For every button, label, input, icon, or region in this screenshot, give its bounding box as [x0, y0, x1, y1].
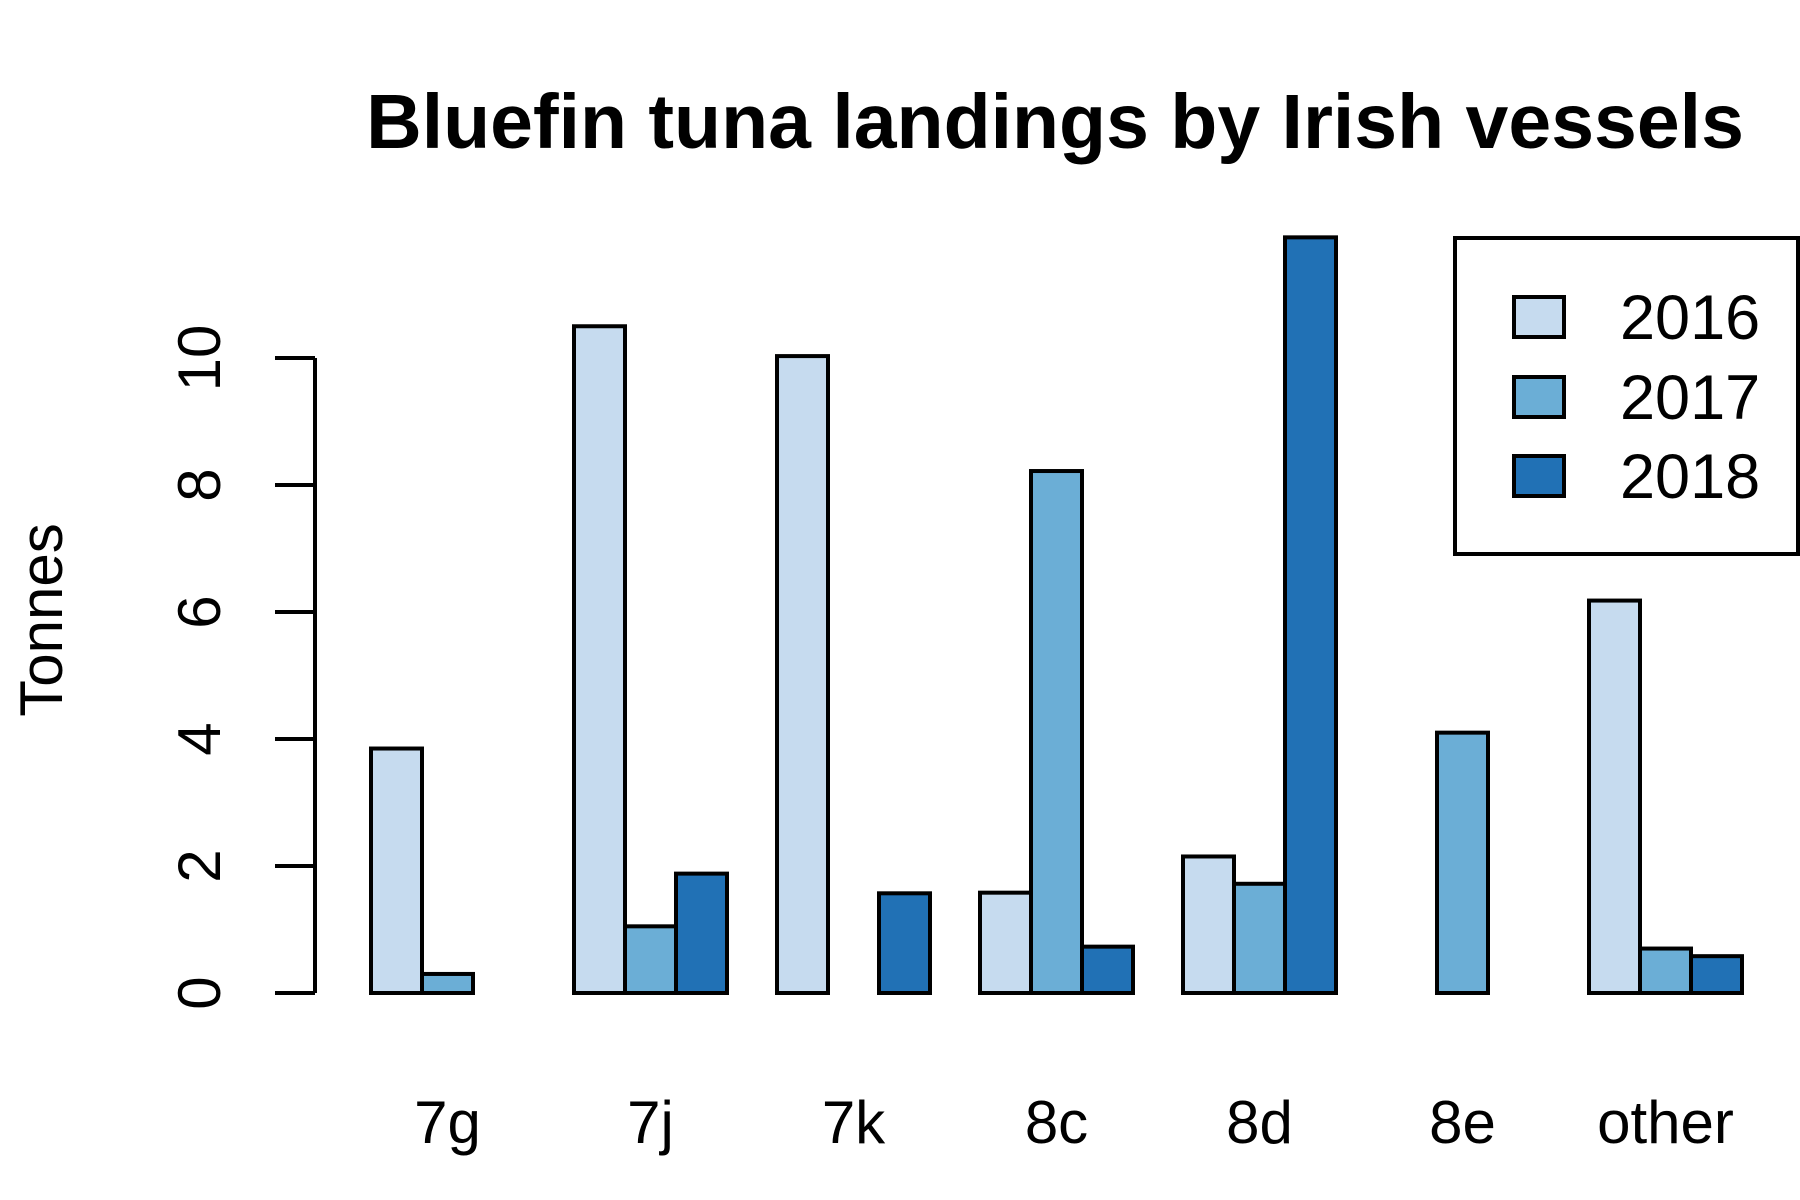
bar-7j-2018 [674, 871, 729, 995]
chart-title: Bluefin tuna landings by Irish vessels [366, 79, 1744, 165]
y-axis: 0 2 4 6 8 10 [166, 325, 317, 1010]
legend-swatch-2016 [1512, 295, 1566, 339]
legend-label-2018: 2018 [1620, 442, 1760, 512]
bar-7j-2016 [572, 324, 627, 995]
x-tick-label-8c: 8c [1025, 1089, 1088, 1156]
legend-swatch-2018 [1512, 454, 1566, 498]
bar-7k-2016 [775, 354, 830, 996]
bar-other-2017 [1638, 946, 1693, 995]
legend: 2016 2017 2018 [1453, 236, 1800, 556]
bar-7g-2017 [420, 971, 475, 996]
x-tick-label-7g: 7g [414, 1089, 481, 1156]
y-axis-label: Tonnes [8, 523, 75, 716]
bar-8c-2016 [978, 890, 1033, 995]
legend-label-2016: 2016 [1620, 283, 1760, 353]
x-tick-label-8e: 8e [1429, 1089, 1496, 1156]
bar-other-2018 [1689, 954, 1744, 995]
bar-8c-2017 [1029, 469, 1084, 995]
y-tick-label-2: 2 [166, 849, 233, 882]
bar-8c-2018 [1080, 944, 1135, 996]
y-tick-label-8: 8 [166, 468, 233, 501]
legend-swatch-2017 [1512, 375, 1566, 419]
y-tick-label-6: 6 [166, 595, 233, 628]
x-tick-label-8d: 8d [1226, 1089, 1293, 1156]
bar-other-2016 [1587, 598, 1642, 995]
y-tick-label-0: 0 [166, 976, 233, 1009]
bar-7j-2017 [623, 924, 678, 996]
x-tick-label-7k: 7k [822, 1089, 886, 1156]
bars-group [369, 235, 1744, 996]
bar-8e-2017 [1435, 730, 1490, 996]
legend-label-2017: 2017 [1620, 363, 1760, 433]
x-axis: 7g 7j 7k 8c 8d 8e other [414, 1089, 1734, 1156]
x-tick-label-other: other [1597, 1089, 1734, 1156]
bar-8d-2017 [1232, 881, 1287, 996]
bar-8d-2016 [1181, 854, 1236, 995]
y-tick-label-10: 10 [166, 325, 233, 392]
x-tick-label-7j: 7j [627, 1089, 674, 1156]
bar-8d-2018 [1283, 235, 1338, 996]
bar-7g-2016 [369, 746, 424, 996]
bar-7k-2018 [877, 891, 932, 995]
y-tick-label-4: 4 [166, 722, 233, 755]
